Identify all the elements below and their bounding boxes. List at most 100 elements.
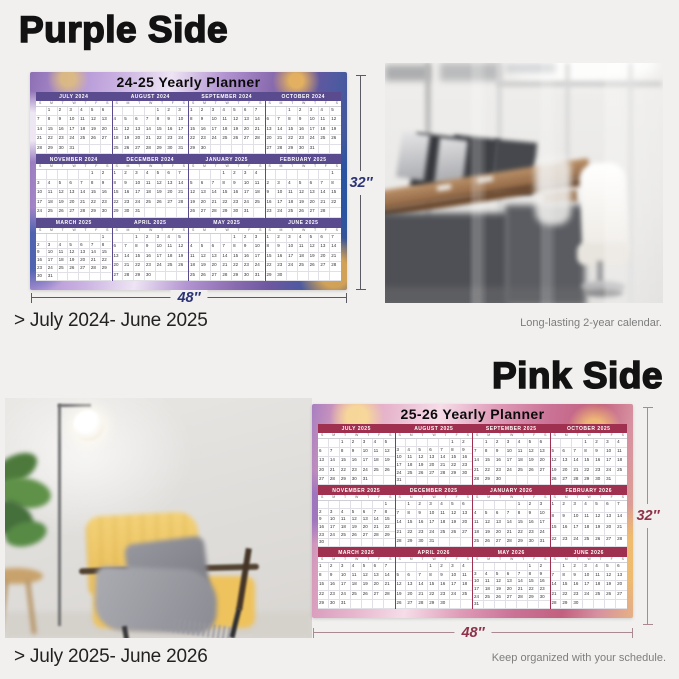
day-cell: 7 — [372, 508, 384, 517]
weekday-label: F — [248, 101, 251, 105]
weekday-label: F — [324, 227, 327, 232]
day-cell: 12 — [232, 116, 243, 126]
weekday-label: M — [50, 227, 53, 232]
day-cell: 9 — [561, 512, 573, 524]
weekday-label: M — [126, 164, 130, 169]
day-grid: 1 2 3 4 5 6 7 8 9 10 11 12 13 14 15 16 17 18 19 20 21 22 23 24 2… — [318, 501, 395, 547]
glass-reflection-overlay — [385, 63, 663, 303]
day-cell: 7 — [572, 448, 584, 458]
day-grid: 1 2 3 4 5 6 7 8 9 10 11 12 13 14 15 16 17 18 19 20 21 22 23 24 2… — [265, 107, 342, 155]
day-cell: 11 — [166, 243, 178, 253]
day-cell: 30 — [417, 537, 429, 547]
day-cell: 17 — [450, 581, 462, 591]
day-cell: 22 — [112, 198, 124, 209]
day-cell: 11 — [461, 572, 472, 582]
month-block: JUNE 2025 S M T W T F S 1 2 3 4 5 6 7 8 9 10 11 12 13 14 15 16 1… — [265, 218, 341, 281]
weekday-label: W — [432, 557, 436, 561]
day-cell: 26 — [297, 208, 309, 218]
day-cell: 13 — [112, 252, 124, 263]
day-cell: 15 — [483, 457, 495, 467]
weekday-label: F — [378, 557, 381, 561]
weekday-label: M — [487, 433, 491, 437]
day-cell: 23 — [232, 198, 243, 209]
day-cell: 3 — [242, 170, 254, 180]
month-block: DECEMBER 2024 S M T W T F S 1 2 3 4 5 6 7 8 9 10 11 12 13 14 1… — [112, 155, 188, 218]
day-cell: 16 — [439, 581, 451, 591]
day-cell: 4 — [189, 243, 200, 253]
weekday-label: S — [39, 164, 42, 169]
day-cell — [144, 107, 156, 117]
day-cell: 28 — [319, 208, 331, 218]
day-cell: 2 — [461, 439, 472, 447]
day-cell — [417, 439, 429, 447]
day-cell: 15 — [330, 189, 341, 199]
day-cell: 7 — [417, 572, 429, 582]
day-cell: 14 — [177, 180, 188, 190]
day-cell: 15 — [46, 125, 58, 136]
day-cell: 1 — [189, 107, 200, 117]
weekday-label: F — [610, 557, 613, 561]
day-cell — [144, 208, 156, 218]
day-cell: 6 — [616, 563, 627, 573]
day-cell — [89, 144, 101, 155]
purple-note: Long-lasting 2-year calendar. — [520, 317, 662, 329]
day-cell: 10 — [155, 243, 167, 253]
day-cell: 5 — [350, 508, 362, 517]
day-cell: 8 — [265, 243, 277, 253]
day-grid: 1 2 3 4 5 6 7 8 9 10 11 12 13 14 15 16 17 18 19 20 21 22 23 24 2… — [112, 107, 189, 155]
weekday-label: T — [576, 557, 579, 561]
weekday-label: S — [389, 495, 392, 499]
day-cell: 16 — [100, 189, 112, 199]
day-cell: 24 — [473, 593, 484, 602]
day-cell: 9 — [350, 448, 362, 458]
day-cell: 23 — [494, 466, 506, 476]
day-cell: 6 — [428, 446, 440, 455]
day-cell: 18 — [583, 524, 595, 536]
day-cell: 16 — [494, 457, 506, 467]
weekday-label: S — [192, 227, 195, 232]
day-cell: 29 — [112, 208, 124, 218]
day-cell: 15 — [232, 252, 243, 263]
day-cell: 11 — [189, 252, 200, 263]
day-cell: 12 — [189, 189, 200, 199]
weekday-label: S — [621, 495, 624, 499]
purple-side-heading: Purple Side — [18, 8, 229, 51]
day-cell — [210, 233, 222, 244]
day-cell — [177, 272, 188, 281]
weekday-label: T — [237, 101, 240, 105]
weekday-label: M — [487, 557, 491, 561]
day-cell — [221, 233, 233, 244]
day-cell: 8 — [155, 116, 167, 126]
day-cell: 5 — [199, 243, 211, 253]
day-cell — [550, 439, 562, 449]
day-cell — [123, 107, 135, 117]
day-cell: 20 — [461, 519, 472, 529]
day-cell: 8 — [112, 179, 124, 190]
day-cell: 28 — [572, 475, 584, 485]
day-cell: 3 — [134, 170, 145, 180]
day-cell: 2 — [417, 501, 429, 511]
day-cell: 22 — [550, 535, 562, 547]
day-cell: 26 — [594, 535, 606, 547]
day-cell: 8 — [89, 179, 101, 190]
day-cell: 22 — [583, 466, 595, 476]
day-cell: 16 — [572, 581, 584, 591]
day-cell: 3 — [605, 439, 617, 449]
day-cell: 29 — [155, 144, 167, 155]
day-cell: 7 — [319, 179, 331, 190]
day-cell: 1 — [550, 501, 562, 513]
weekday-label: S — [39, 227, 42, 232]
day-cell: 4 — [406, 446, 418, 455]
day-cell: 4 — [439, 501, 451, 511]
weekday-label: W — [301, 227, 306, 232]
day-cell: 28 — [79, 208, 90, 218]
day-cell: 3 — [538, 501, 550, 511]
day-cell: 9 — [242, 243, 254, 253]
day-cell: 9 — [297, 116, 309, 126]
weekday-label: W — [354, 557, 359, 561]
day-cell: 18 — [46, 198, 58, 209]
weekday-label: W — [509, 433, 514, 437]
